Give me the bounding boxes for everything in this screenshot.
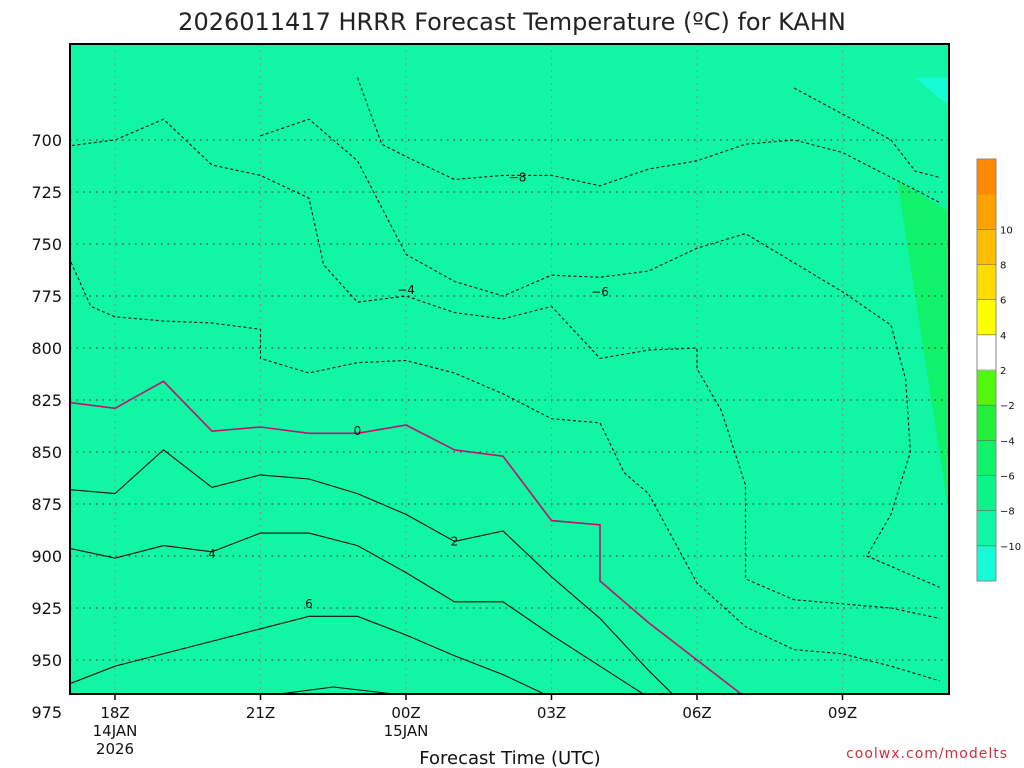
contour-2: [70, 532, 645, 694]
fill-band-9: [70, 77, 949, 694]
x-tick-09Z: 09Z: [828, 704, 857, 722]
colorbar-label-2: −6: [1000, 472, 1015, 483]
contour-label-1: −6: [591, 285, 609, 299]
y-tick-875: 875: [31, 495, 62, 514]
x-tick-sub-15JAN: 15JAN: [384, 722, 429, 740]
x-tick-sub-2026: 2026: [96, 740, 134, 758]
grid-lines: [70, 44, 949, 694]
y-tick-950: 950: [31, 651, 62, 670]
colorbar-label-7: 6: [1000, 296, 1006, 307]
colorbar-label-5: 2: [1000, 366, 1006, 377]
y-tick-750: 750: [31, 235, 62, 254]
contour-label-5: 4: [208, 547, 216, 561]
y-tick-725: 725: [31, 183, 62, 202]
colorbar-swatch-5: [977, 370, 996, 406]
colorbar-label-9: 10: [1000, 225, 1013, 236]
y-tick-900: 900: [31, 547, 62, 566]
y-tick-850: 850: [31, 443, 62, 462]
colorbar: −10 −8 −6 −4 −2 2 4 6 8 10: [976, 158, 1021, 582]
y-tick-800: 800: [31, 339, 62, 358]
contour-label-2: −4: [397, 283, 415, 297]
contour-label-3: 0: [354, 424, 362, 438]
colorbar-swatch-3: [977, 440, 996, 476]
temperature-fills: [70, 44, 949, 694]
y-axis: 700 725 750 775 800 825 850 875 900 925 950 975: [31, 131, 62, 722]
contour-8: [356, 77, 940, 203]
colorbar-swatch-11: [977, 159, 996, 195]
y-tick-975: 975: [31, 703, 62, 722]
x-axis-label: Forecast Time (UTC): [419, 748, 600, 768]
colorbar-swatch-7: [977, 299, 996, 336]
colorbar-swatch-4: [977, 405, 996, 441]
plot-frame: [69, 43, 950, 695]
contour-label-6: 6: [305, 597, 313, 611]
colorbar-swatch-9: [977, 229, 996, 265]
contour-3: [70, 449, 674, 694]
colorbar-label-4: −2: [1000, 401, 1015, 412]
isotherm-contours: [70, 77, 940, 694]
fill-band-10: [915, 77, 949, 105]
contour-6: [70, 118, 940, 619]
colorbar-label-0: −10: [1000, 542, 1021, 553]
colorbar-swatch-10: [977, 194, 996, 230]
colorbar-label-1: −8: [1000, 507, 1015, 518]
x-tick-sub-14JAN: 14JAN: [93, 722, 138, 740]
contour-9: [793, 87, 940, 178]
contour-7: [260, 118, 940, 588]
contour-label-4: 2: [451, 534, 459, 548]
x-tick-18Z: 18Z: [100, 704, 129, 722]
colorbar-label-8: 8: [1000, 261, 1006, 272]
y-tick-925: 925: [31, 599, 62, 618]
y-tick-825: 825: [31, 391, 62, 410]
colorbar-label-3: −4: [1000, 436, 1015, 447]
contour-5: [70, 258, 940, 682]
chart-title: 2026011417 HRRR Forecast Temperature (ºC…: [178, 8, 846, 36]
colorbar-label-6: 4: [1000, 331, 1006, 342]
contour-1: [70, 615, 546, 694]
y-tick-775: 775: [31, 287, 62, 306]
credit-text: coolwx.com/modelts: [846, 746, 1008, 762]
x-tick-21Z: 21Z: [246, 704, 275, 722]
colorbar-swatch-6: [977, 334, 996, 371]
colorbar-swatch-8: [977, 264, 996, 301]
colorbar-swatch-2: [977, 475, 996, 512]
contour-4: [70, 380, 743, 694]
y-tick-700: 700: [31, 131, 62, 150]
x-tick-00Z: 00Z: [391, 704, 420, 722]
x-tick-03Z: 03Z: [537, 704, 566, 722]
contour-0: [276, 686, 399, 694]
colorbar-swatch-1: [977, 510, 996, 547]
colorbar-swatch-0: [977, 545, 996, 582]
contour-labels: −8 −6 −4 0 2 4 6: [208, 170, 609, 610]
x-tick-06Z: 06Z: [682, 704, 711, 722]
contour-label-0: −8: [509, 170, 527, 184]
